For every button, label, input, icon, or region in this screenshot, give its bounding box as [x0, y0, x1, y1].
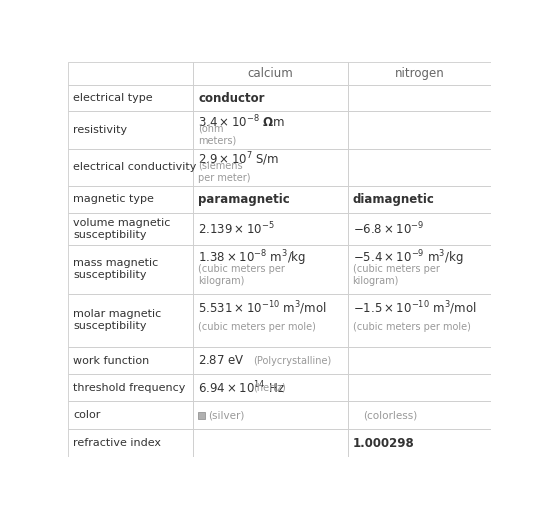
- Text: resistivity: resistivity: [73, 125, 127, 135]
- Bar: [193, 85, 347, 112]
- Bar: [68, 429, 193, 457]
- Bar: [68, 401, 193, 429]
- Text: work function: work function: [73, 356, 150, 365]
- Bar: [193, 293, 347, 347]
- Bar: [68, 293, 193, 347]
- Text: (cubic meters per
kilogram): (cubic meters per kilogram): [353, 264, 440, 286]
- Bar: [193, 186, 347, 213]
- Text: (cubic meters per
kilogram): (cubic meters per kilogram): [198, 264, 285, 286]
- Text: (ohm
meters): (ohm meters): [198, 123, 236, 145]
- Bar: [198, 412, 205, 418]
- Text: magnetic type: magnetic type: [73, 194, 154, 205]
- Text: electrical type: electrical type: [73, 94, 153, 103]
- Bar: [193, 62, 347, 85]
- Text: (colorless): (colorless): [363, 410, 418, 420]
- Text: $3.4\times10^{-8}$ $\mathbf{\Omega}$m: $3.4\times10^{-8}$ $\mathbf{\Omega}$m: [198, 114, 285, 130]
- Bar: [347, 347, 491, 374]
- Text: conductor: conductor: [198, 92, 265, 105]
- Text: $6.94\times10^{14}$ Hz: $6.94\times10^{14}$ Hz: [198, 379, 285, 396]
- Bar: [193, 245, 347, 293]
- Text: (Polycrystalline): (Polycrystalline): [253, 356, 331, 365]
- Bar: [68, 62, 193, 85]
- Text: paramagnetic: paramagnetic: [198, 193, 290, 206]
- Text: $2.9\times10^{7}$ S/m: $2.9\times10^{7}$ S/m: [198, 150, 280, 168]
- Bar: [347, 112, 491, 149]
- Text: (cubic meters per mole): (cubic meters per mole): [353, 322, 471, 332]
- Text: color: color: [73, 410, 100, 420]
- Bar: [347, 374, 491, 401]
- Bar: [347, 293, 491, 347]
- Text: diamagnetic: diamagnetic: [353, 193, 435, 206]
- Bar: [68, 347, 193, 374]
- Bar: [68, 85, 193, 112]
- Bar: [193, 213, 347, 245]
- Bar: [193, 149, 347, 186]
- Text: $-1.5\times10^{-10}$ m$^3$/mol: $-1.5\times10^{-10}$ m$^3$/mol: [353, 300, 476, 317]
- Bar: [347, 85, 491, 112]
- Bar: [347, 401, 491, 429]
- Bar: [347, 62, 491, 85]
- Bar: [347, 186, 491, 213]
- Bar: [68, 245, 193, 293]
- Bar: [193, 374, 347, 401]
- Text: mass magnetic
susceptibility: mass magnetic susceptibility: [73, 258, 158, 280]
- Bar: [347, 429, 491, 457]
- Text: calcium: calcium: [247, 67, 293, 80]
- Text: 1.000298: 1.000298: [353, 437, 414, 450]
- Bar: [68, 149, 193, 186]
- Text: $5.531\times10^{-10}$ m$^3$/mol: $5.531\times10^{-10}$ m$^3$/mol: [198, 300, 327, 317]
- Bar: [347, 245, 491, 293]
- Text: $2.139\times10^{-5}$: $2.139\times10^{-5}$: [198, 221, 275, 237]
- Text: $1.38\times10^{-8}$ m$^3$/kg: $1.38\times10^{-8}$ m$^3$/kg: [198, 249, 306, 268]
- Text: nitrogen: nitrogen: [395, 67, 444, 80]
- Text: $-5.4\times10^{-9}$ m$^3$/kg: $-5.4\times10^{-9}$ m$^3$/kg: [353, 249, 463, 268]
- Bar: [347, 213, 491, 245]
- Text: (hertz): (hertz): [253, 383, 286, 393]
- Text: volume magnetic
susceptibility: volume magnetic susceptibility: [73, 218, 171, 240]
- Text: $-6.8\times10^{-9}$: $-6.8\times10^{-9}$: [353, 221, 424, 237]
- Text: electrical conductivity: electrical conductivity: [73, 162, 197, 172]
- Text: refractive index: refractive index: [73, 438, 161, 448]
- Bar: [68, 186, 193, 213]
- Bar: [193, 347, 347, 374]
- Bar: [68, 213, 193, 245]
- Text: (cubic meters per mole): (cubic meters per mole): [198, 322, 316, 332]
- Bar: [193, 429, 347, 457]
- Bar: [193, 401, 347, 429]
- Text: molar magnetic
susceptibility: molar magnetic susceptibility: [73, 309, 162, 331]
- Text: $2.87$ eV: $2.87$ eV: [198, 354, 245, 367]
- Bar: [347, 149, 491, 186]
- Bar: [68, 112, 193, 149]
- Bar: [68, 374, 193, 401]
- Text: threshold frequency: threshold frequency: [73, 383, 186, 393]
- Bar: [193, 112, 347, 149]
- Text: (siemens
per meter): (siemens per meter): [198, 161, 251, 182]
- Text: (silver): (silver): [209, 410, 245, 420]
